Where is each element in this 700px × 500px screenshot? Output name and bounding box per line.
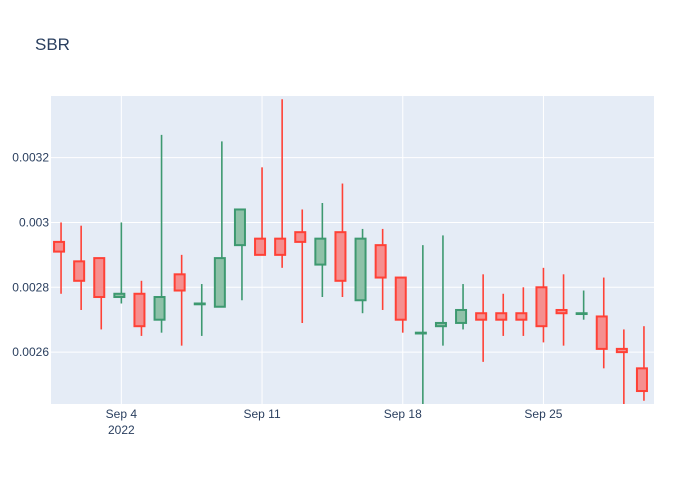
candle-2022-09-08 bbox=[193, 284, 206, 336]
candle-2022-09-28 bbox=[595, 277, 608, 369]
candle-body bbox=[233, 208, 246, 247]
candle-body bbox=[434, 321, 447, 328]
candle-body bbox=[354, 237, 367, 302]
candle-2022-09-21 bbox=[455, 284, 468, 330]
x-tick-label: Sep 18 bbox=[384, 407, 422, 421]
grid-lines bbox=[51, 96, 654, 404]
candle-body bbox=[394, 276, 407, 321]
candle-2022-09-24 bbox=[515, 287, 528, 336]
candle-body bbox=[414, 331, 427, 335]
candle-body bbox=[213, 257, 226, 308]
x-tick-year-label: 2022 bbox=[108, 423, 135, 437]
candle-body bbox=[595, 315, 608, 350]
candle-body bbox=[334, 231, 347, 282]
chart-title: SBR bbox=[35, 35, 70, 54]
candle-2022-09-06 bbox=[153, 134, 166, 333]
candle-body bbox=[173, 273, 186, 292]
candle-2022-09-05 bbox=[133, 280, 146, 336]
candle-body bbox=[133, 292, 146, 328]
plot-area bbox=[51, 96, 654, 404]
x-tick-label: Sep 11 bbox=[243, 407, 280, 421]
candle-body bbox=[113, 292, 126, 299]
candle-2022-09-16 bbox=[354, 228, 367, 314]
candle-body bbox=[314, 237, 327, 266]
candle-2022-09-15 bbox=[334, 183, 347, 298]
candle-body bbox=[635, 367, 648, 393]
x-tick-label: Sep 25 bbox=[524, 407, 562, 421]
candle-2022-09-13 bbox=[294, 209, 307, 323]
candle-2022-09-03 bbox=[93, 257, 106, 330]
candle-2022-09-10 bbox=[233, 208, 246, 301]
candle-body bbox=[53, 240, 66, 253]
y-tick-label: 0.0032 bbox=[12, 151, 49, 165]
y-tick-label: 0.0026 bbox=[12, 345, 49, 359]
candle-body bbox=[153, 296, 166, 321]
candle-body bbox=[515, 312, 528, 321]
candle-body bbox=[495, 312, 508, 321]
candle-body bbox=[73, 260, 86, 282]
candle-body bbox=[274, 237, 287, 256]
candle-2022-09-04 bbox=[113, 222, 126, 304]
candle-body bbox=[455, 308, 468, 324]
candle-2022-09-07 bbox=[173, 254, 186, 346]
candle-2022-09-25 bbox=[535, 267, 548, 343]
candle-2022-09-29 bbox=[615, 329, 628, 404]
candle-2022-09-09 bbox=[213, 141, 226, 308]
candle-body bbox=[193, 302, 206, 306]
candle-2022-09-12 bbox=[274, 99, 287, 268]
candle-2022-09-01 bbox=[53, 222, 66, 294]
candle-body bbox=[535, 286, 548, 328]
candle-2022-09-20 bbox=[434, 235, 447, 346]
candle-2022-09-19 bbox=[414, 245, 427, 404]
candle-2022-09-22 bbox=[475, 274, 488, 362]
candle-2022-09-14 bbox=[314, 202, 327, 298]
candle-2022-09-30 bbox=[635, 326, 648, 401]
candle-body bbox=[294, 231, 307, 243]
candle-body bbox=[555, 308, 568, 315]
candle-2022-09-18 bbox=[394, 276, 407, 333]
candle-2022-09-23 bbox=[495, 293, 508, 336]
candle-2022-09-27 bbox=[575, 290, 588, 320]
candle-body bbox=[254, 237, 267, 256]
candle-body bbox=[575, 312, 588, 316]
candle-2022-09-02 bbox=[73, 225, 86, 310]
x-tick-label: Sep 4 bbox=[106, 407, 138, 421]
candle-2022-09-11 bbox=[254, 167, 267, 256]
y-axis: 0.0026 0.0028 0.003 0.0032 bbox=[12, 151, 49, 360]
candle-2022-09-26 bbox=[555, 274, 568, 346]
x-axis: Sep 4 2022 Sep 11 Sep 18 Sep 25 bbox=[106, 407, 563, 437]
candles bbox=[53, 99, 648, 404]
y-tick-label: 0.003 bbox=[19, 215, 49, 229]
y-tick-label: 0.0028 bbox=[12, 280, 49, 294]
candle-body bbox=[615, 347, 628, 354]
candle-body bbox=[93, 257, 106, 299]
candle-body bbox=[475, 312, 488, 321]
candle-2022-09-17 bbox=[374, 228, 387, 310]
candle-body bbox=[374, 244, 387, 279]
